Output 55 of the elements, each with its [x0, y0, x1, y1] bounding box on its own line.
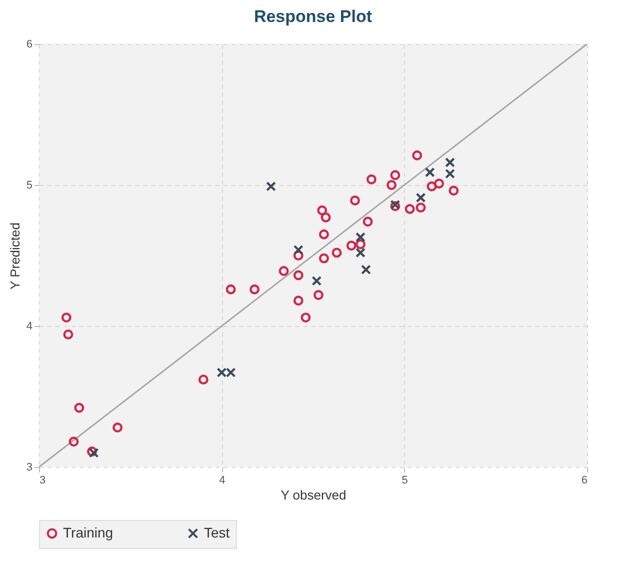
point: [250, 284, 260, 294]
y-tick-label: 5: [26, 180, 32, 192]
point: [293, 270, 304, 280]
point: [312, 276, 322, 286]
x-tick-label: 3: [40, 474, 46, 486]
point: [362, 216, 373, 227]
point: [445, 168, 455, 179]
point: [404, 204, 415, 214]
y-axis-title: Y Predicted: [7, 222, 22, 290]
point: [226, 284, 236, 294]
y-tick-label: 3: [26, 462, 32, 474]
point: [448, 186, 459, 196]
point: [350, 196, 360, 206]
point: [74, 402, 84, 413]
point: [426, 181, 437, 192]
point: [445, 157, 455, 168]
point: [424, 167, 435, 178]
point: [332, 248, 342, 258]
point: [293, 296, 304, 306]
y-tick-label: 6: [26, 38, 32, 50]
point: [346, 240, 356, 251]
point: [356, 239, 366, 250]
point: [112, 422, 123, 432]
x-axis-title: Y observed: [280, 488, 346, 502]
point: [198, 374, 208, 385]
point: [293, 244, 304, 255]
point: [317, 205, 328, 216]
x-tick-label: 5: [402, 474, 408, 486]
point: [320, 212, 331, 222]
point: [61, 312, 72, 323]
point: [318, 253, 329, 264]
point: [416, 192, 426, 203]
point: [318, 229, 329, 240]
point: [356, 248, 366, 258]
x-tick-label: 6: [581, 474, 588, 486]
x-tick-label: 4: [219, 474, 226, 486]
point: [434, 178, 444, 189]
chart-title: Response Plot: [254, 7, 372, 26]
point: [63, 329, 74, 340]
point: [416, 202, 426, 213]
point: [366, 174, 376, 184]
point: [293, 250, 304, 260]
point: [314, 290, 324, 300]
point: [300, 312, 311, 323]
point: [361, 264, 371, 275]
point: [386, 180, 397, 190]
point: [68, 436, 79, 447]
legend-label: Training: [63, 524, 114, 540]
point: [278, 266, 289, 276]
point: [266, 181, 276, 192]
y-tick-label: 4: [26, 320, 32, 332]
point: [390, 170, 400, 180]
point: [356, 232, 366, 242]
point: [412, 150, 422, 160]
legend-label: Test: [204, 524, 230, 540]
